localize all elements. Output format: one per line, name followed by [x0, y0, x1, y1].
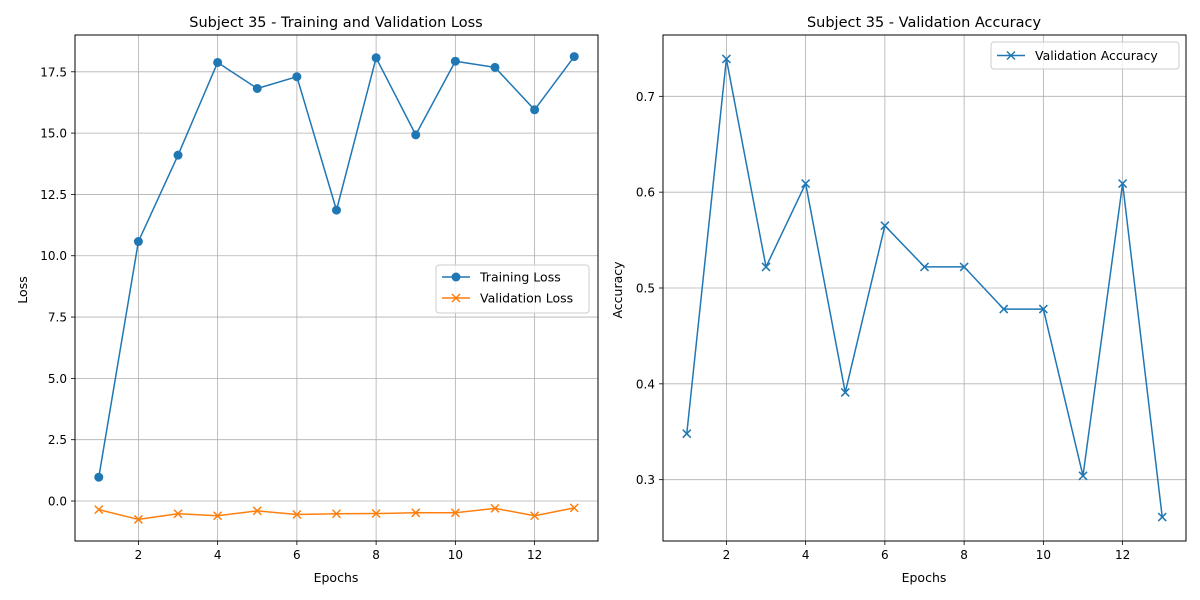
- validation-loss-point: [133, 514, 143, 524]
- training-loss-point: [450, 56, 460, 66]
- y-tick-label: 0.6: [636, 186, 655, 200]
- y-tick-label: 10.0: [40, 249, 67, 263]
- accuracy-chart-frame: [662, 34, 1187, 542]
- y-tick-label: 0.0: [48, 495, 67, 509]
- x-tick-label: 8: [960, 548, 968, 562]
- validation-accuracy-point: [761, 262, 771, 272]
- x-tick-label: 4: [802, 548, 810, 562]
- x-tick-label: 2: [723, 548, 731, 562]
- legend-validation-loss-marker: [451, 293, 461, 303]
- loss-chart-ticks: 2 4 6 8 10 12 0.0 2.5 5.0 7.5 10.0 12.5 15.0 17.5: [40, 65, 542, 562]
- validation-loss-point: [490, 503, 500, 513]
- training-loss-point: [292, 72, 302, 82]
- y-tick-label: 15.0: [40, 127, 67, 141]
- training-loss-point: [252, 83, 262, 93]
- x-tick-label: 2: [135, 548, 143, 562]
- validation-loss-point: [530, 511, 540, 521]
- validation-accuracy-point: [801, 179, 811, 189]
- loss-chart-title: Subject 35 - Training and Validation Los…: [189, 15, 482, 31]
- accuracy-chart-ylabel: Accuracy: [610, 261, 625, 319]
- training-loss-point: [490, 62, 500, 72]
- validation-accuracy-point: [1118, 179, 1128, 189]
- validation-accuracy-point: [840, 387, 850, 397]
- legend-validation-accuracy-marker: [1006, 50, 1016, 61]
- y-tick-label: 0.5: [636, 282, 655, 296]
- legend-box: [990, 41, 1180, 70]
- accuracy-chart-title: Subject 35 - Validation Accuracy: [807, 15, 1042, 31]
- x-tick-label: 10: [448, 548, 463, 562]
- validation-accuracy-point: [721, 54, 731, 64]
- x-tick-label: 12: [527, 548, 542, 562]
- validation-accuracy-point: [999, 304, 1009, 314]
- validation-loss-point: [252, 506, 262, 516]
- loss-chart-ylabel: Loss: [15, 276, 30, 303]
- legend-validation-loss-label: Validation Loss: [480, 291, 573, 306]
- validation-accuracy-point: [1038, 304, 1048, 314]
- y-tick-label: 7.5: [48, 311, 67, 325]
- training-loss-point: [569, 52, 579, 62]
- accuracy-chart-gridlines: [663, 35, 1186, 541]
- x-tick-label: 8: [372, 548, 380, 562]
- validation-accuracy-point: [959, 262, 969, 272]
- training-loss-point: [94, 472, 104, 482]
- y-tick-label: 5.0: [48, 372, 67, 386]
- accuracy-chart-xlabel: Epochs: [902, 570, 947, 585]
- training-loss-point: [213, 57, 223, 67]
- validation-loss-point: [450, 508, 460, 518]
- accuracy-chart-panel: Subject 35 - Validation Accuracy Epochs …: [610, 15, 1187, 585]
- accuracy-chart-series: [682, 54, 1167, 522]
- validation-accuracy-point: [1078, 471, 1088, 481]
- y-tick-label: 0.7: [636, 90, 655, 104]
- x-tick-label: 6: [881, 548, 889, 562]
- loss-chart-xlabel: Epochs: [314, 570, 359, 585]
- y-tick-label: 0.4: [636, 377, 655, 391]
- validation-accuracy-point: [880, 221, 890, 231]
- y-tick-label: 2.5: [48, 433, 67, 447]
- loss-chart-panel: Subject 35 - Training and Validation Los…: [15, 15, 599, 585]
- validation-loss-point: [371, 508, 381, 519]
- validation-loss-point: [411, 508, 421, 518]
- validation-accuracy-point: [682, 429, 692, 439]
- validation-accuracy-point: [919, 262, 930, 272]
- loss-chart-frame: [74, 34, 599, 542]
- x-tick-label: 4: [214, 548, 222, 562]
- validation-loss-point: [331, 509, 342, 519]
- loss-chart-legend: Training Loss Validation Loss: [435, 264, 590, 314]
- legend-training-loss-label: Training Loss: [479, 270, 561, 285]
- training-loss-point: [411, 130, 421, 140]
- legend-box: [435, 264, 590, 314]
- y-tick-label: 12.5: [40, 188, 67, 202]
- accuracy-chart-ticks: 2 4 6 8 10 12 0.3 0.4 0.5 0.6 0.7: [636, 90, 1130, 562]
- x-tick-label: 10: [1036, 548, 1051, 562]
- y-tick-label: 0.3: [636, 473, 655, 487]
- accuracy-chart-legend: Validation Accuracy: [990, 41, 1180, 70]
- y-tick-label: 17.5: [40, 65, 67, 79]
- training-loss-point: [133, 237, 143, 247]
- legend-training-loss-marker: [451, 272, 461, 282]
- validation-loss-point: [213, 511, 223, 521]
- validation-accuracy-point: [1157, 512, 1167, 522]
- loss-chart-series: [94, 52, 579, 524]
- legend-validation-accuracy-label: Validation Accuracy: [1035, 48, 1158, 63]
- training-loss-point: [371, 53, 381, 63]
- validation-loss-point: [292, 509, 302, 520]
- training-loss-point: [173, 150, 183, 160]
- validation-loss-point: [94, 505, 104, 515]
- x-tick-label: 6: [293, 548, 301, 562]
- validation-loss-point: [569, 503, 579, 513]
- x-tick-label: 12: [1115, 548, 1130, 562]
- training-loss-point: [332, 205, 341, 215]
- validation-loss-point: [173, 509, 183, 519]
- training-loss-point: [530, 105, 540, 115]
